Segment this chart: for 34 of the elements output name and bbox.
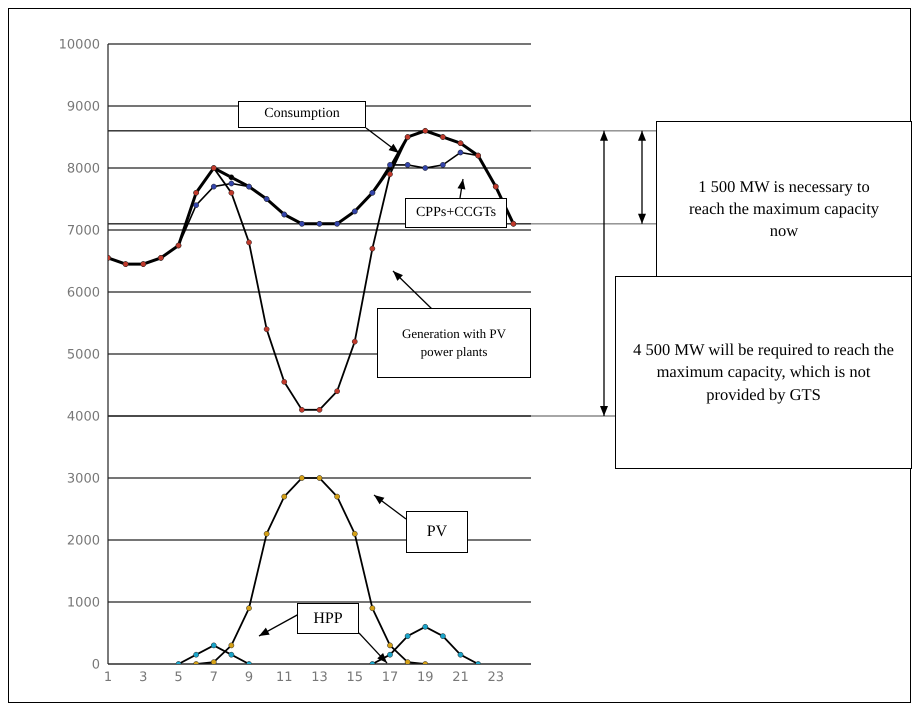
annotation: HPP: [313, 608, 343, 629]
callout-box: 4 500 MW will be required to reach the maximum capacity, which is not provided by GTS: [615, 276, 912, 469]
x-tick-label: 19: [416, 670, 434, 686]
annotation: CPPs+CCGTs: [416, 204, 496, 222]
x-tick-label: 11: [276, 670, 293, 686]
y-tick-label: 0: [92, 658, 100, 673]
callout-box: PV: [406, 511, 468, 553]
callout-box: Generation with PV power plants: [377, 308, 531, 378]
x-tick-label: 23: [487, 670, 504, 686]
annotation: PV: [426, 522, 448, 542]
y-tick-label: 10000: [58, 38, 100, 53]
x-tick-label: 21: [452, 670, 469, 686]
x-tick-label: 13: [311, 670, 328, 686]
y-tick-label: 5000: [66, 348, 100, 363]
y-tick-label: 9000: [66, 100, 100, 115]
x-tick-label: 17: [382, 670, 398, 686]
y-tick-label: 6000: [66, 286, 100, 301]
x-tick-label: 15: [346, 670, 364, 686]
y-tick-label: 3000: [66, 472, 100, 487]
x-tick-label: 1: [104, 670, 112, 686]
annotation: Consumption: [264, 105, 340, 124]
callout-box: Consumption: [238, 101, 366, 128]
y-tick-label: 8000: [66, 162, 100, 177]
y-tick-label: 4000: [66, 410, 100, 425]
callout-box: CPPs+CCGTs: [405, 198, 507, 228]
callout-box: HPP: [297, 603, 359, 634]
y-tick-label: 7000: [66, 224, 100, 239]
x-tick-label: 9: [244, 670, 254, 686]
y-tick-label: 2000: [66, 534, 100, 549]
y-tick-label: 1000: [66, 596, 100, 611]
x-tick-label: 7: [210, 670, 218, 686]
x-tick-label: 3: [139, 670, 148, 686]
x-tick-label: 5: [174, 670, 183, 686]
annotation: Generation with PV power plants: [401, 325, 507, 361]
